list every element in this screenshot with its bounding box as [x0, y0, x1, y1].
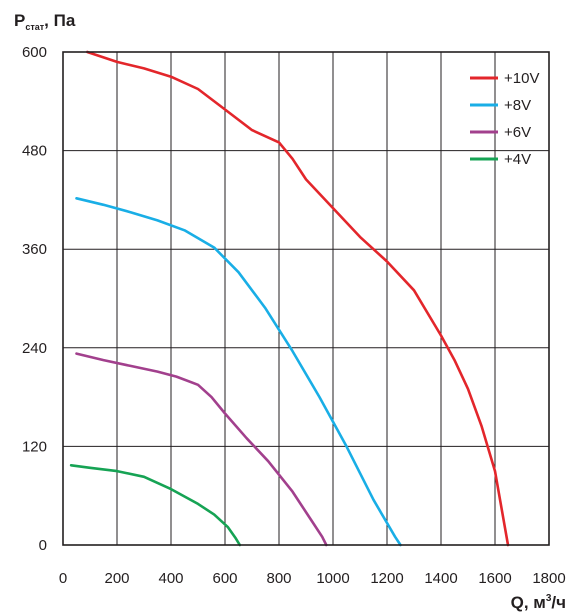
- legend-label-3: +4V: [504, 151, 531, 168]
- y-axis-title-suffix: , Па: [44, 11, 76, 30]
- series-line-0: [86, 50, 510, 547]
- legend-label-1: +8V: [504, 97, 531, 114]
- y-tick-label-5: 600: [22, 44, 47, 61]
- x-tick-label-7: 1400: [424, 570, 457, 587]
- legend-label-0: +10V: [504, 70, 539, 87]
- x-axis-title: Q, м3/ч: [511, 593, 566, 612]
- y-axis-title: Pстат, Па: [14, 11, 76, 32]
- y-tick-label-1: 120: [22, 438, 47, 455]
- x-tick-label-6: 1200: [370, 570, 403, 587]
- grid: [62, 51, 550, 546]
- x-axis-title-main: Q, м: [511, 593, 546, 612]
- x-tick-label-0: 0: [59, 570, 67, 587]
- series-group: [69, 50, 510, 547]
- x-tick-label-8: 1600: [478, 570, 511, 587]
- x-tick-labels: 0 200 400 600 800 1000 1200 1400 1600 1800: [59, 570, 566, 587]
- y-tick-label-0: 0: [39, 537, 47, 554]
- x-axis-title-sup: 3: [546, 593, 552, 604]
- series-line-2: [75, 352, 328, 547]
- x-tick-label-9: 1800: [532, 570, 565, 587]
- y-axis-title-sub: стат: [25, 22, 44, 32]
- x-tick-label-5: 1000: [316, 570, 349, 587]
- y-tick-label-2: 240: [22, 340, 47, 357]
- plot-frame: [62, 51, 550, 546]
- y-tick-label-3: 360: [22, 241, 47, 258]
- y-axis-title-main: P: [14, 11, 25, 30]
- legend-label-2: +6V: [504, 124, 531, 141]
- x-tick-label-3: 600: [212, 570, 237, 587]
- x-tick-label-1: 200: [104, 570, 129, 587]
- y-tick-label-4: 480: [22, 143, 47, 160]
- legend: +10V +8V +6V +4V: [470, 70, 539, 168]
- y-tick-labels: 0 120 240 360 480 600: [22, 44, 47, 554]
- x-axis-title-suffix: /ч: [551, 593, 566, 612]
- x-tick-label-2: 400: [158, 570, 183, 587]
- series-line-3: [69, 463, 242, 547]
- series-line-1: [75, 197, 402, 547]
- x-tick-label-4: 800: [266, 570, 291, 587]
